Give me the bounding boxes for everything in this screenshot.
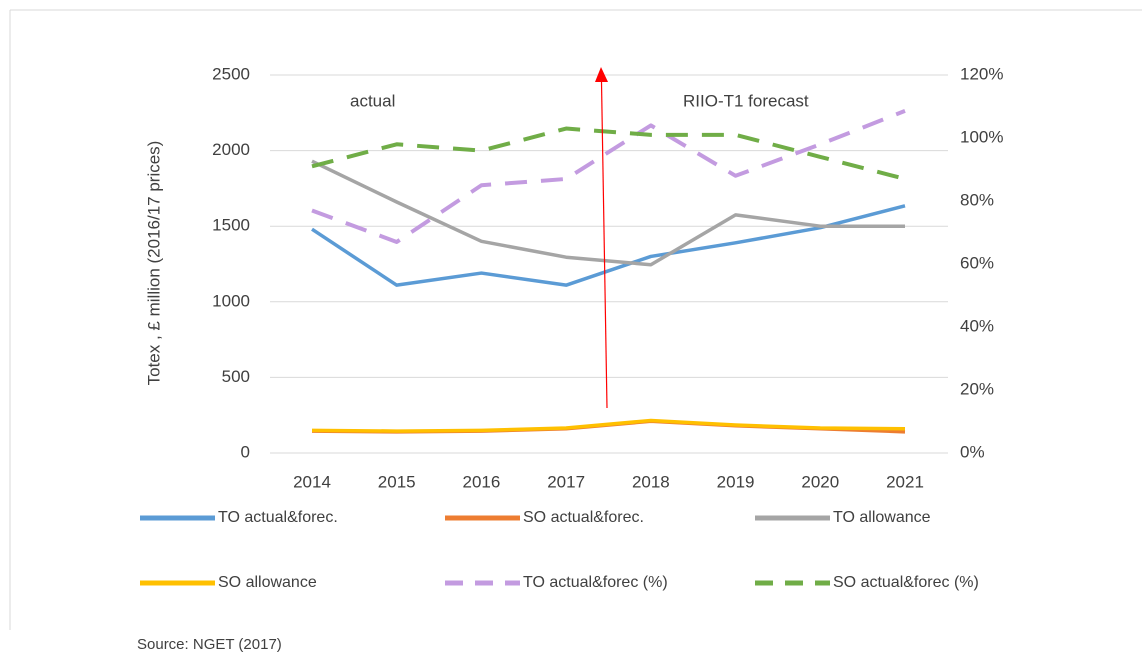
y2-tick-label: 100%: [960, 127, 1003, 146]
y-tick-label: 2500: [212, 64, 250, 83]
y-tick-label: 2000: [212, 140, 250, 159]
y2-tick-label: 20%: [960, 379, 994, 398]
legend-label: TO allowance: [833, 509, 931, 526]
series-line: [311, 204, 906, 287]
annotation: RIIO-T1 forecast: [683, 91, 809, 110]
y-tick-label: 1500: [212, 216, 250, 235]
y-tick-label: 0: [241, 442, 250, 461]
y2-tick-label: 40%: [960, 316, 994, 335]
x-tick-label: 2015: [378, 472, 416, 491]
x-tick-label: 2016: [463, 472, 501, 491]
annotation: actual: [350, 91, 395, 110]
y-tick-label: 1000: [212, 291, 250, 310]
series-line: [311, 126, 906, 181]
series-line: [311, 418, 906, 433]
y2-tick-label: 60%: [960, 253, 994, 272]
y2-tick-label: 80%: [960, 190, 994, 209]
x-tick-label: 2018: [632, 472, 670, 491]
legend-label: SO allowance: [218, 574, 317, 591]
x-tick-label: 2017: [547, 472, 585, 491]
y-tick-label: 500: [222, 367, 250, 386]
x-tick-label: 2014: [293, 472, 331, 491]
legend-label: TO actual&forec (%): [523, 574, 668, 591]
x-tick-label: 2020: [801, 472, 839, 491]
x-tick-label: 2021: [886, 472, 924, 491]
series-line: [311, 109, 906, 244]
y2-tick-label: 0%: [960, 442, 985, 461]
x-tick-label: 2019: [717, 472, 755, 491]
legend-label: SO actual&forec (%): [833, 574, 979, 591]
series-line: [311, 159, 905, 267]
legend-label: TO actual&forec.: [218, 509, 338, 526]
source: Source: NGET (2017): [137, 636, 282, 653]
arrow: [600, 81, 608, 409]
arrow-head: [595, 67, 608, 82]
legend-label: SO actual&forec.: [523, 509, 644, 526]
y-axis-title: Totex , £ million (2016/17 prices): [144, 141, 163, 386]
y2-tick-label: 120%: [960, 64, 1003, 83]
